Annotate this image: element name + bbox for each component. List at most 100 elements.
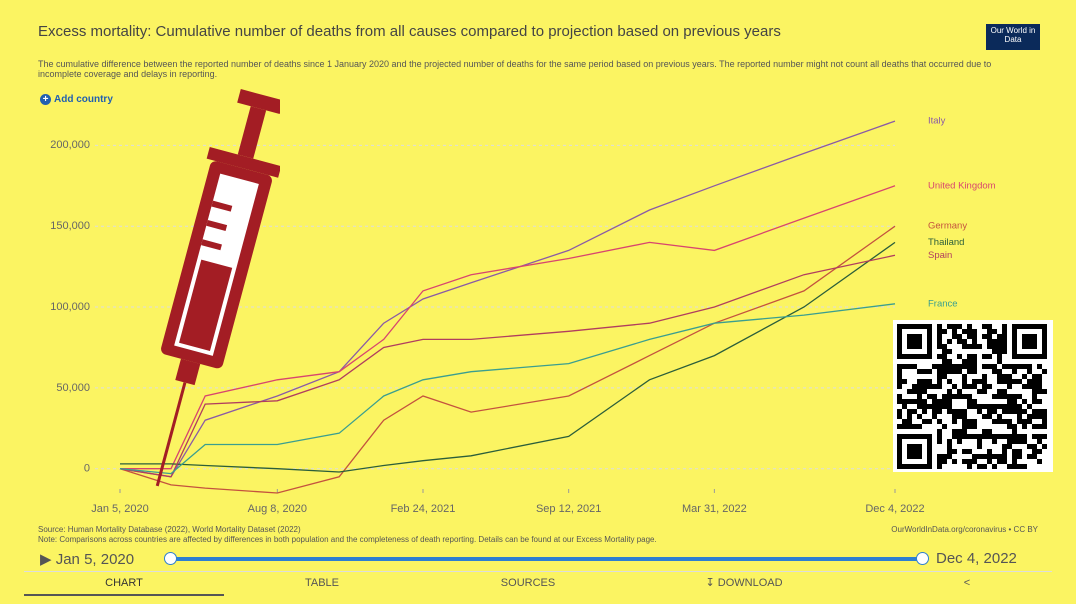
qr-module: [922, 389, 927, 394]
qr-module: [947, 359, 952, 364]
qr-module: [982, 454, 987, 459]
qr-module: [897, 374, 902, 379]
tab[interactable]: TABLE: [304, 577, 340, 589]
qr-module: [1002, 339, 1007, 344]
qr-module: [992, 404, 997, 409]
qr-module: [897, 364, 902, 369]
qr-module: [972, 454, 977, 459]
legend-label: United Kingdom: [928, 180, 996, 191]
qr-module: [897, 369, 902, 374]
legend-label: Thailand: [928, 237, 964, 248]
tab-label: DOWNLOAD: [717, 577, 783, 589]
qr-module: [972, 404, 977, 409]
qr-module: [1017, 449, 1022, 454]
qr-module: [967, 359, 972, 364]
qr-module: [1017, 394, 1022, 399]
credit: OurWorldInData.org/coronavirus • CC BY: [891, 525, 1038, 534]
qr-module: [922, 369, 927, 374]
tab[interactable]: ↧ DOWNLOAD: [636, 572, 852, 594]
qr-module: [937, 379, 942, 384]
qr-module: [987, 329, 992, 334]
share-tab[interactable]: <: [963, 577, 971, 589]
qr-module: [952, 459, 957, 464]
tab[interactable]: CHART: [24, 572, 224, 596]
qr-module: [1007, 409, 1012, 414]
qr-module: [967, 449, 972, 454]
qr-module: [1002, 374, 1007, 379]
qr-module: [932, 414, 937, 419]
qr-module: [942, 354, 947, 359]
qr-module: [997, 374, 1002, 379]
qr-module: [1007, 364, 1012, 369]
qr-module: [987, 334, 992, 339]
qr-module: [1032, 434, 1037, 439]
qr-module: [1037, 384, 1042, 389]
qr-module: [987, 324, 992, 329]
qr-module: [982, 354, 987, 359]
chart-subtitle: The cumulative difference between the re…: [38, 59, 992, 79]
qr-module: [907, 414, 912, 419]
timeline-end: Dec 4, 2022: [936, 550, 1017, 567]
qr-module: [997, 344, 1002, 349]
qr-module: [1002, 409, 1007, 414]
qr-module: [977, 379, 982, 384]
qr-module: [997, 434, 1002, 439]
tab-divider: [24, 571, 1052, 572]
qr-module: [1022, 439, 1027, 444]
download-icon: ↧: [705, 577, 718, 589]
play-icon[interactable]: ▶: [40, 551, 52, 568]
add-country[interactable]: + Add country: [40, 94, 113, 105]
qr-module: [917, 399, 922, 404]
qr-module: [962, 394, 967, 399]
logo[interactable]: Our World in Data: [986, 24, 1040, 50]
qr-module: [997, 339, 1002, 344]
qr-module: [987, 404, 992, 409]
qr-module: [967, 459, 972, 464]
qr-module: [952, 364, 957, 369]
qr-module: [907, 419, 912, 424]
qr-finder: [907, 334, 922, 349]
timeline-track[interactable]: [170, 557, 922, 561]
y-tick-label: 200,000: [50, 139, 90, 151]
qr-module: [962, 379, 967, 384]
qr-module: [1002, 349, 1007, 354]
qr-module: [972, 379, 977, 384]
qr-module: [937, 429, 942, 434]
qr-module: [957, 414, 962, 419]
tab[interactable]: SOURCES: [500, 577, 556, 589]
qr-module: [977, 444, 982, 449]
qr-module: [947, 444, 952, 449]
qr-module: [957, 354, 962, 359]
qr-module: [972, 369, 977, 374]
y-tick-label: 100,000: [50, 301, 90, 313]
qr-module: [927, 369, 932, 374]
qr-module: [1022, 364, 1027, 369]
timeline-handle[interactable]: [916, 552, 929, 565]
qr-module: [932, 404, 937, 409]
qr-module: [982, 324, 987, 329]
qr-module: [1042, 414, 1047, 419]
qr-module: [987, 429, 992, 434]
qr-module: [1027, 444, 1032, 449]
qr-module: [997, 419, 1002, 424]
qr-module: [937, 419, 942, 424]
qr-module: [1002, 444, 1007, 449]
qr-module: [987, 364, 992, 369]
qr-module: [947, 364, 952, 369]
timeline-handle[interactable]: [164, 552, 177, 565]
qr-module: [912, 409, 917, 414]
qr-module: [1012, 449, 1017, 454]
qr-module: [922, 379, 927, 384]
qr-module: [937, 404, 942, 409]
qr-module: [977, 344, 982, 349]
qr-module: [902, 379, 907, 384]
qr-module: [942, 454, 947, 459]
qr-module: [907, 399, 912, 404]
qr-module: [1042, 434, 1047, 439]
qr-module: [1037, 399, 1042, 404]
qr-module: [997, 359, 1002, 364]
qr-module: [942, 399, 947, 404]
qr-module: [967, 399, 972, 404]
qr-module: [987, 449, 992, 454]
qr-module: [912, 364, 917, 369]
